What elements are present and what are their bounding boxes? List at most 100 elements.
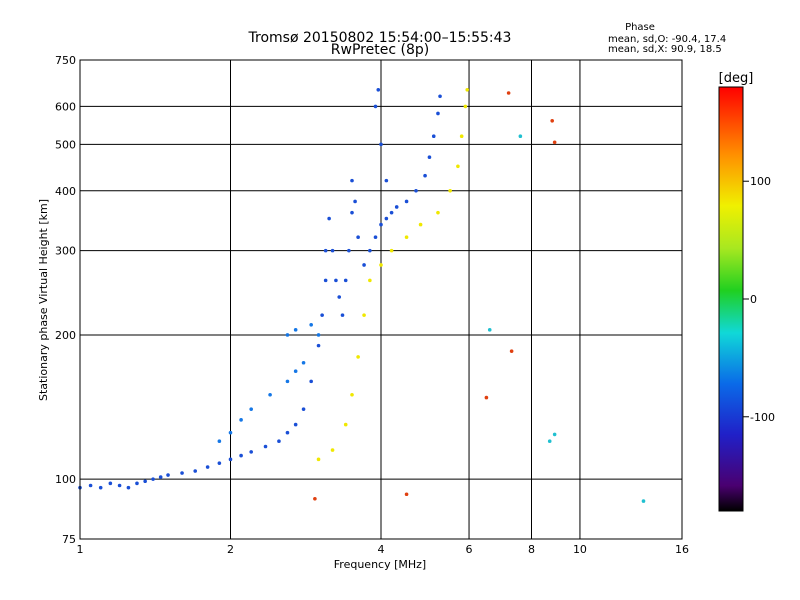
data-point (376, 87, 381, 92)
x-tick-label: 2 (227, 543, 234, 556)
y-tick-label: 600 (55, 100, 76, 113)
y-axis-label: Stationary phase Virtual Height [km] (37, 199, 50, 401)
data-point (362, 313, 366, 317)
colorbar (718, 86, 744, 512)
data-point (456, 164, 460, 169)
data-point (293, 328, 298, 332)
colorbar-label: [deg] (719, 71, 754, 86)
data-point (427, 155, 432, 160)
data-point (343, 278, 348, 283)
data-point (98, 485, 103, 490)
data-point (330, 248, 335, 253)
x-tick-label: 10 (573, 543, 587, 556)
data-point (459, 134, 464, 138)
phase-box-title: Phase (625, 22, 655, 33)
data-point (379, 263, 383, 267)
data-point (438, 94, 442, 99)
data-point (356, 355, 360, 359)
data-point (309, 379, 313, 384)
data-point (228, 430, 233, 435)
data-point (343, 422, 348, 427)
data-point (373, 235, 378, 239)
data-point (340, 313, 345, 317)
data-point (347, 248, 351, 253)
data-point (414, 188, 418, 193)
colorbar-tick-label: 0 (750, 293, 757, 306)
data-point (368, 248, 372, 253)
data-point (431, 134, 436, 138)
x-tick-label: 8 (528, 543, 535, 556)
x-tick-label: 4 (378, 543, 385, 556)
x-tick-label: 6 (466, 543, 473, 556)
data-point (309, 323, 313, 327)
x-tick-label: 1 (77, 543, 84, 556)
data-point (484, 395, 489, 400)
data-point (350, 393, 354, 397)
x-axis-label: Frequency [MHz] (334, 558, 426, 571)
data-point (368, 278, 372, 283)
data-points (78, 87, 646, 503)
data-point (158, 475, 163, 479)
data-point (547, 439, 552, 444)
y-tick-label: 100 (55, 473, 76, 486)
data-point (313, 496, 317, 501)
data-point (193, 469, 198, 473)
data-point (323, 278, 328, 283)
data-point (249, 450, 253, 454)
x-tick-label: 16 (675, 543, 689, 556)
data-point (465, 87, 470, 92)
data-point (518, 134, 523, 138)
data-point (108, 481, 113, 486)
data-point (263, 444, 268, 449)
data-point (384, 216, 389, 221)
colorbar-ticks: 100 0 -100 (743, 175, 775, 424)
data-point (436, 111, 440, 116)
data-point (463, 104, 468, 109)
y-tick-label: 500 (55, 138, 76, 151)
data-point (418, 222, 423, 227)
data-point (285, 333, 290, 337)
data-point (552, 432, 557, 437)
x-tick-labels: 1 2 4 6 8 10 16 (77, 543, 690, 556)
data-point (151, 477, 155, 481)
y-tick-label: 75 (62, 533, 76, 546)
data-point (379, 142, 383, 147)
phase-box-line2: mean, sd,X: 90.9, 18.5 (608, 44, 722, 55)
grid-lines (80, 60, 682, 539)
data-point (323, 248, 328, 253)
data-point (423, 173, 427, 178)
y-tick-label: 300 (55, 245, 76, 258)
y-tick-label: 200 (55, 329, 76, 342)
data-point (353, 199, 357, 204)
data-point (550, 118, 554, 123)
data-point (362, 263, 366, 267)
y-tick-label: 750 (55, 54, 76, 67)
data-point (301, 407, 306, 411)
data-point (552, 140, 557, 145)
data-point (320, 313, 324, 317)
data-point (389, 210, 394, 215)
data-point (166, 473, 170, 477)
data-point (285, 430, 290, 435)
plot-frame (79, 59, 683, 540)
data-point (239, 418, 243, 422)
data-point (217, 439, 222, 444)
data-point (384, 178, 389, 183)
data-point (143, 479, 147, 484)
data-point (394, 205, 399, 209)
chart-title: Tromsø 20150802 15:54:00–15:55:43 (248, 30, 512, 46)
data-point (404, 492, 409, 497)
data-point (379, 222, 383, 227)
data-point (327, 216, 331, 221)
data-point (180, 471, 184, 475)
data-point (88, 483, 93, 488)
phase-box-line1: mean, sd,O: -90.4, 17.4 (608, 34, 726, 45)
data-point (448, 188, 452, 193)
data-point (126, 485, 131, 490)
data-point (268, 393, 272, 397)
data-point (316, 343, 321, 348)
data-point (228, 457, 233, 462)
y-tick-labels: 75 100 200 300 400 500 600 750 (55, 54, 76, 546)
data-point (350, 178, 354, 183)
